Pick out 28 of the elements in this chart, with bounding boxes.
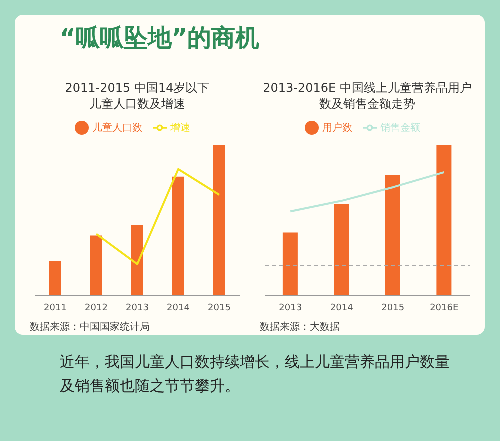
bar xyxy=(213,145,226,296)
legend-label: 增速 xyxy=(170,123,190,134)
x-tick-label: 2013 xyxy=(279,303,302,314)
bar xyxy=(90,236,102,296)
bar xyxy=(334,204,350,296)
x-tick-label: 2013 xyxy=(126,303,149,314)
x-tick-label: 2014 xyxy=(330,303,354,314)
source-note: 数据来源：大数据 xyxy=(259,320,341,334)
x-tick-label: 2015 xyxy=(382,303,405,314)
bar xyxy=(436,145,452,296)
x-tick-label: 2014 xyxy=(167,303,190,314)
bar xyxy=(49,261,62,296)
text: “呱呱坠地”的商机 xyxy=(60,23,260,54)
bar xyxy=(172,176,184,296)
source-note: 数据来源：中国国家统计局 xyxy=(29,320,151,334)
bar xyxy=(131,225,144,296)
bar xyxy=(282,232,298,296)
x-tick-label: 2011 xyxy=(44,303,67,314)
chart-title: 2011-2015 中国14岁以下儿童人口数及增速 xyxy=(64,80,211,113)
legend-label: 销售金额 xyxy=(380,123,420,134)
text: 近年，我国儿童人口数持续增长，线上儿童营养品用户数量及销售额也随之节节攀升。 xyxy=(60,352,450,397)
legend-label: 用户数 xyxy=(322,123,352,134)
x-tick-label: 2012 xyxy=(85,303,108,314)
x-tick-label: 2016E xyxy=(430,303,459,314)
legend-label: 儿童人口数 xyxy=(92,123,142,134)
chart-title: 2013-2016E 中国线上儿童营养品用户数及销售金额走势 xyxy=(262,80,473,113)
x-tick-label: 2015 xyxy=(208,303,231,314)
bar xyxy=(385,175,400,296)
